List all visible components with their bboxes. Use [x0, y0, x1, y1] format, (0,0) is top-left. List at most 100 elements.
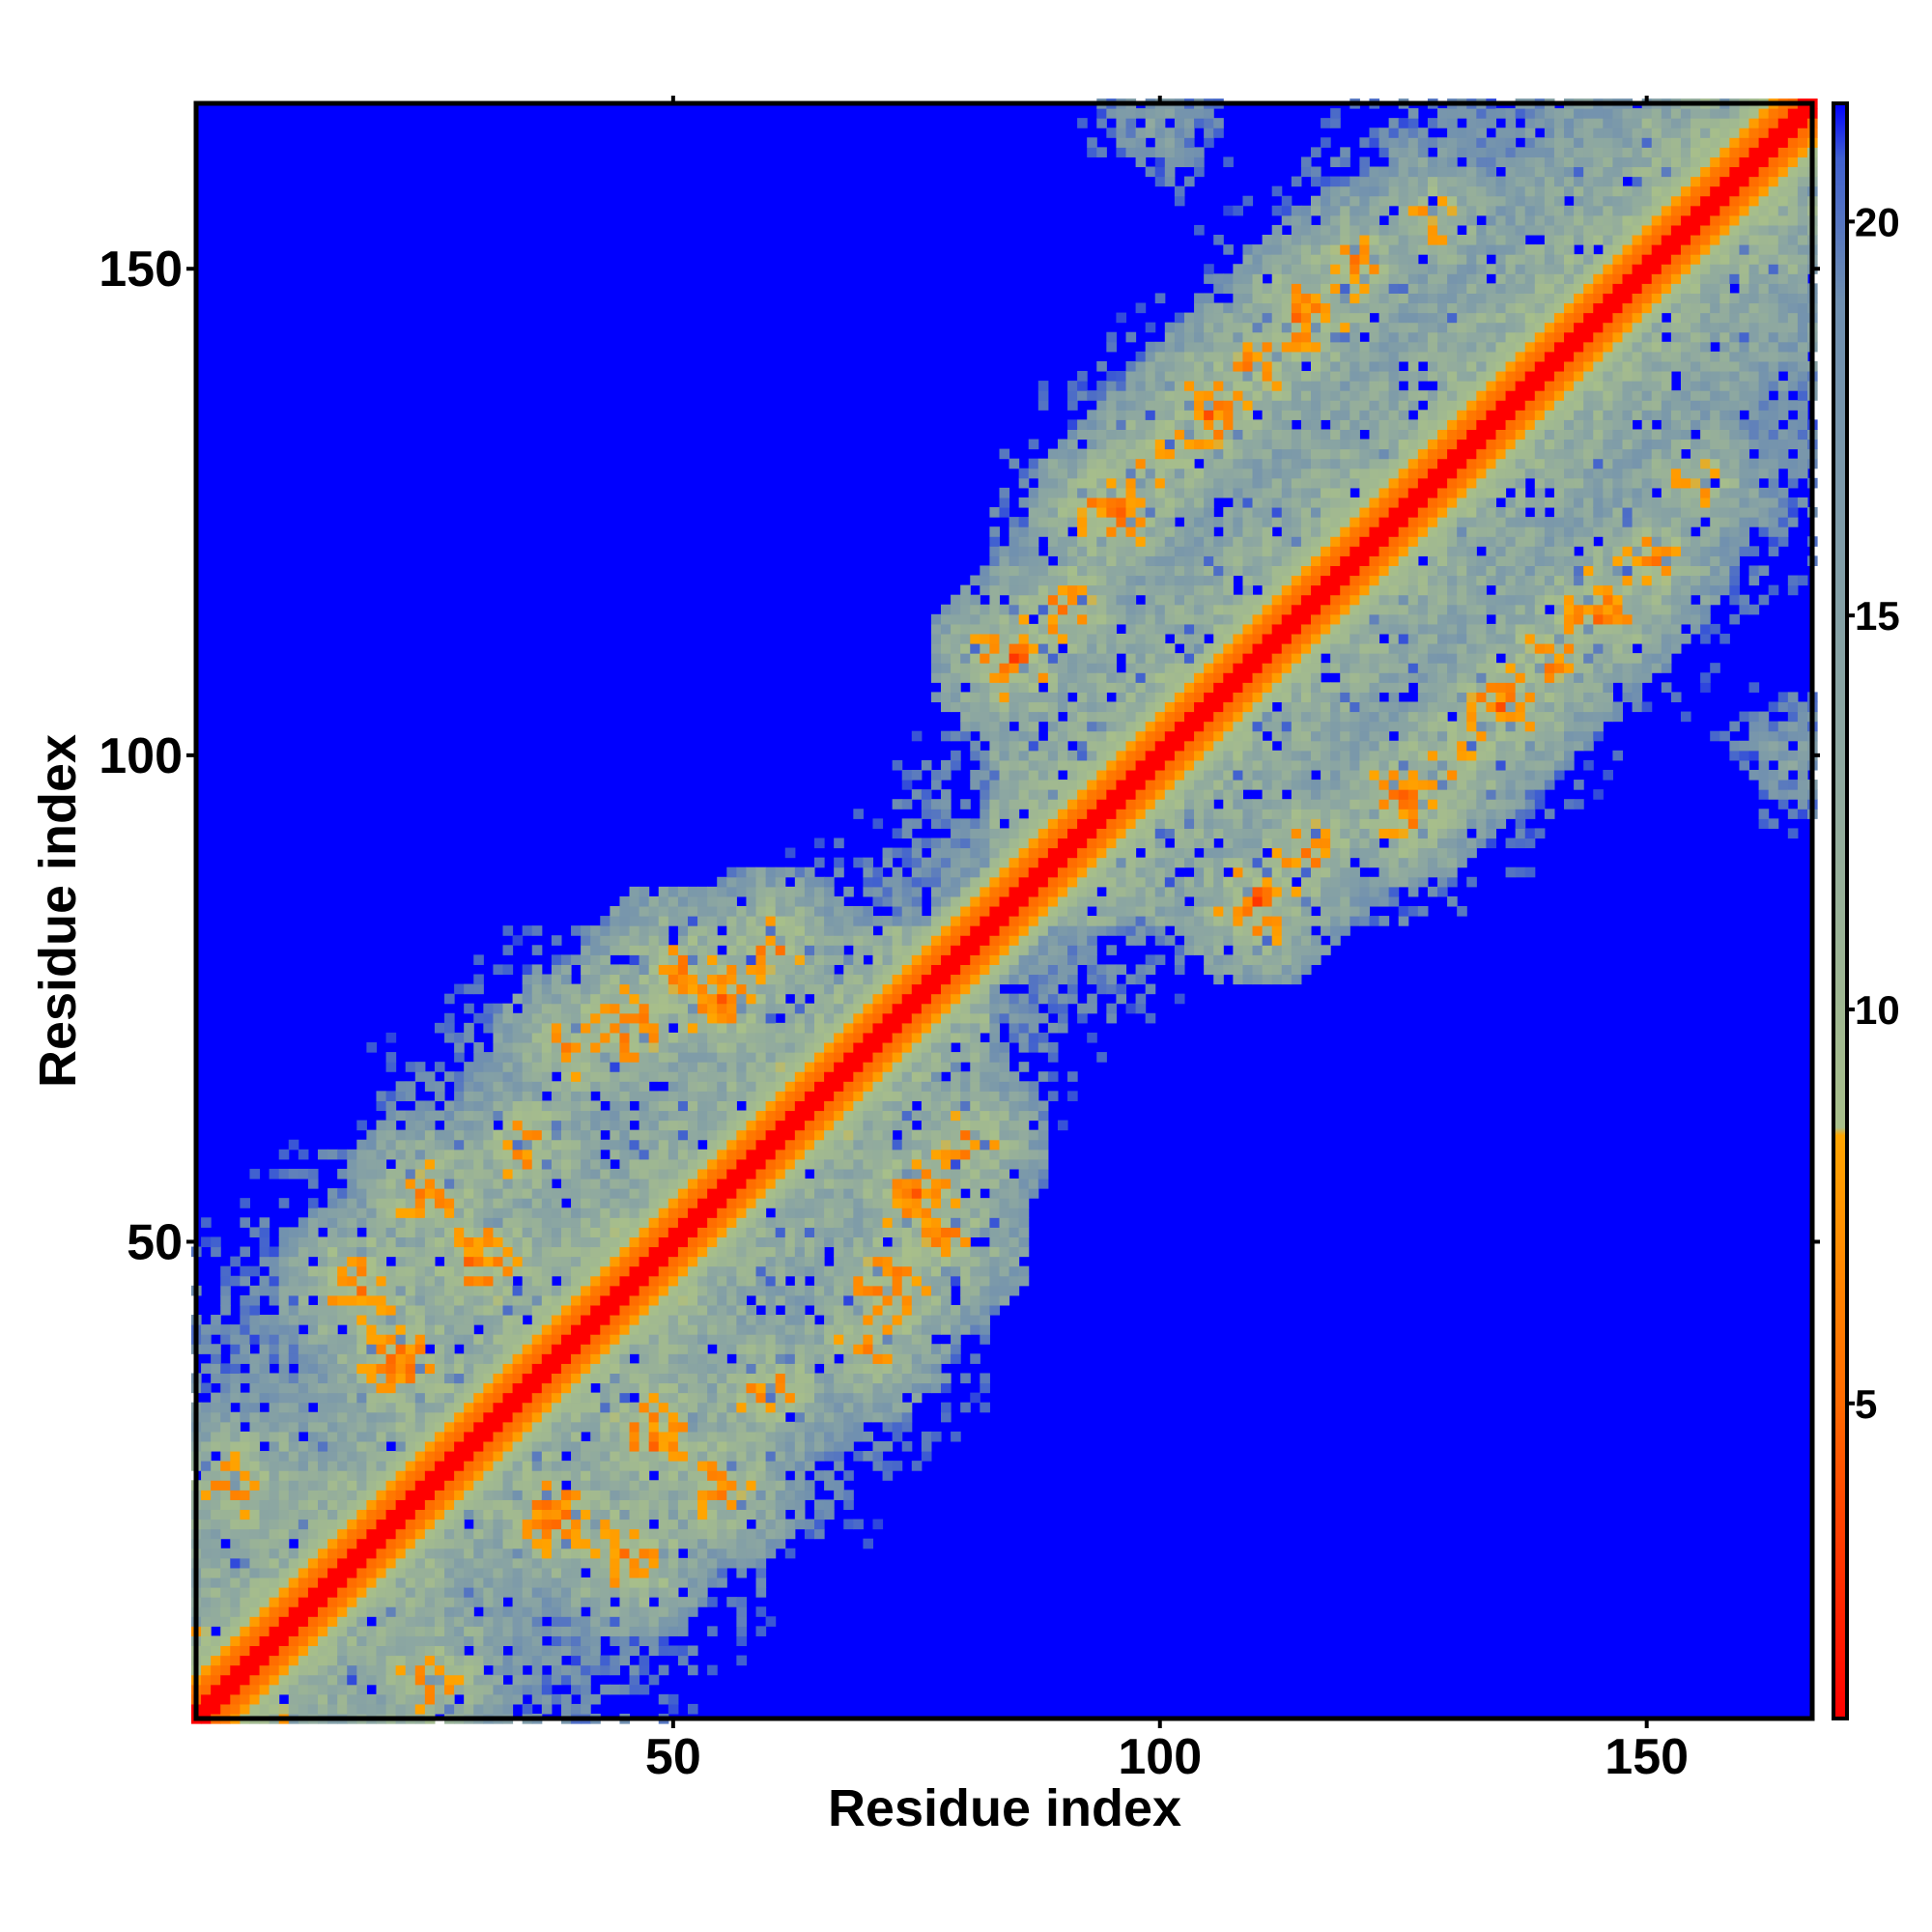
heatmap-cell	[551, 1567, 562, 1578]
heatmap-cell	[473, 1062, 484, 1072]
heatmap-cell	[872, 1158, 884, 1170]
heatmap-cell	[366, 1275, 378, 1287]
heatmap-cell	[581, 1294, 591, 1306]
heatmap-cell	[600, 1499, 611, 1511]
heatmap-cell	[581, 1246, 591, 1258]
heatmap-cell	[405, 1703, 416, 1715]
heatmap-cell	[531, 1382, 543, 1394]
heatmap-cell	[444, 1294, 455, 1306]
heatmap-cell	[356, 1315, 367, 1325]
heatmap-cell	[347, 1461, 357, 1471]
heatmap-cell	[531, 1597, 543, 1607]
heatmap-cell	[337, 1275, 348, 1287]
heatmap-cell	[726, 925, 737, 936]
heatmap-cell	[259, 1645, 270, 1657]
heatmap-cell	[775, 1490, 786, 1500]
heatmap-cell	[444, 1071, 455, 1082]
heatmap-cell	[639, 1158, 650, 1170]
heatmap-cell	[872, 945, 884, 955]
heatmap-cell	[551, 1081, 562, 1092]
heatmap-cell	[677, 1129, 689, 1141]
heatmap-cell	[464, 1208, 474, 1218]
heatmap-cell	[629, 1012, 640, 1024]
heatmap-cell	[911, 1285, 923, 1296]
heatmap-cell	[746, 1304, 757, 1316]
heatmap-cell	[405, 1256, 416, 1267]
heatmap-cell	[414, 1129, 426, 1141]
heatmap-cell	[911, 1179, 923, 1189]
heatmap-cell	[600, 1062, 611, 1072]
heatmap-cell	[814, 857, 825, 868]
heatmap-cell	[911, 886, 923, 897]
heatmap-cell	[707, 1198, 718, 1208]
heatmap-cell	[901, 1324, 913, 1335]
heatmap-cell	[755, 1344, 767, 1354]
heatmap-cell	[385, 1032, 397, 1043]
heatmap-cell	[531, 1188, 543, 1199]
heatmap-cell	[911, 1022, 923, 1034]
heatmap-cell	[502, 1120, 514, 1131]
heatmap-cell	[794, 1373, 806, 1384]
heatmap-cell	[560, 1626, 572, 1636]
heatmap-cell	[522, 983, 533, 995]
heatmap-cell	[687, 1236, 698, 1248]
heatmap-cell	[755, 1256, 767, 1267]
heatmap-cell	[619, 993, 631, 1005]
heatmap-cell	[307, 1353, 319, 1364]
heatmap-cell	[629, 1626, 640, 1636]
heatmap-cell	[911, 1139, 923, 1151]
heatmap-cell	[610, 1100, 620, 1112]
heatmap-cell	[541, 1703, 553, 1715]
heatmap-cell	[600, 1461, 611, 1471]
heatmap-cell	[249, 1451, 261, 1462]
heatmap-cell	[677, 1421, 689, 1433]
heatmap-cell	[697, 1490, 708, 1500]
heatmap-cell	[405, 1324, 416, 1335]
heatmap-cell	[726, 1052, 737, 1063]
heatmap-cell	[697, 1577, 708, 1588]
heatmap-cell	[541, 1509, 553, 1520]
heatmap-cell	[512, 1567, 524, 1578]
heatmap-cell	[639, 1528, 650, 1540]
heatmap-cell	[882, 886, 894, 897]
heatmap-cell	[648, 1334, 660, 1345]
heatmap-cell	[755, 1587, 767, 1598]
heatmap-cell	[648, 1674, 660, 1686]
heatmap-cell	[746, 1032, 757, 1043]
heatmap-cell	[298, 1597, 309, 1607]
heatmap-cell	[376, 1344, 387, 1354]
heatmap-cell	[502, 1470, 514, 1481]
heatmap-cell	[921, 1382, 932, 1394]
heatmap-cell	[551, 1480, 562, 1491]
heatmap-cell	[385, 1373, 397, 1384]
heatmap-cell	[356, 1265, 367, 1277]
heatmap-cell	[911, 916, 923, 926]
heatmap-cell	[717, 905, 727, 917]
heatmap-cell	[726, 1470, 737, 1481]
heatmap-cell	[395, 1188, 407, 1199]
heatmap-cell	[211, 1236, 221, 1248]
heatmap-cell	[288, 1392, 299, 1404]
heatmap-cell	[493, 1139, 504, 1151]
heatmap-cell	[298, 1470, 309, 1481]
heatmap-cell	[717, 1557, 727, 1569]
heatmap-cell	[522, 1557, 533, 1569]
heatmap-cell	[687, 1158, 698, 1170]
heatmap-cell	[726, 876, 737, 888]
heatmap-cell	[444, 1451, 455, 1462]
heatmap-cell	[307, 1227, 319, 1237]
heatmap-cell	[581, 1557, 591, 1569]
heatmap-cell	[240, 1616, 250, 1627]
heatmap-cell	[629, 925, 640, 936]
heatmap-cell	[473, 1217, 484, 1228]
heatmap-cell	[834, 1246, 844, 1258]
heatmap-cell	[211, 1606, 221, 1617]
heatmap-cell	[736, 1616, 747, 1627]
heatmap-cell	[717, 916, 727, 926]
heatmap-cell	[454, 1110, 465, 1122]
heatmap-cell	[454, 1548, 465, 1559]
heatmap-cell	[892, 1052, 903, 1063]
heatmap-cell	[784, 1052, 796, 1063]
heatmap-cell	[541, 1042, 553, 1053]
heatmap-cell	[444, 1110, 455, 1122]
